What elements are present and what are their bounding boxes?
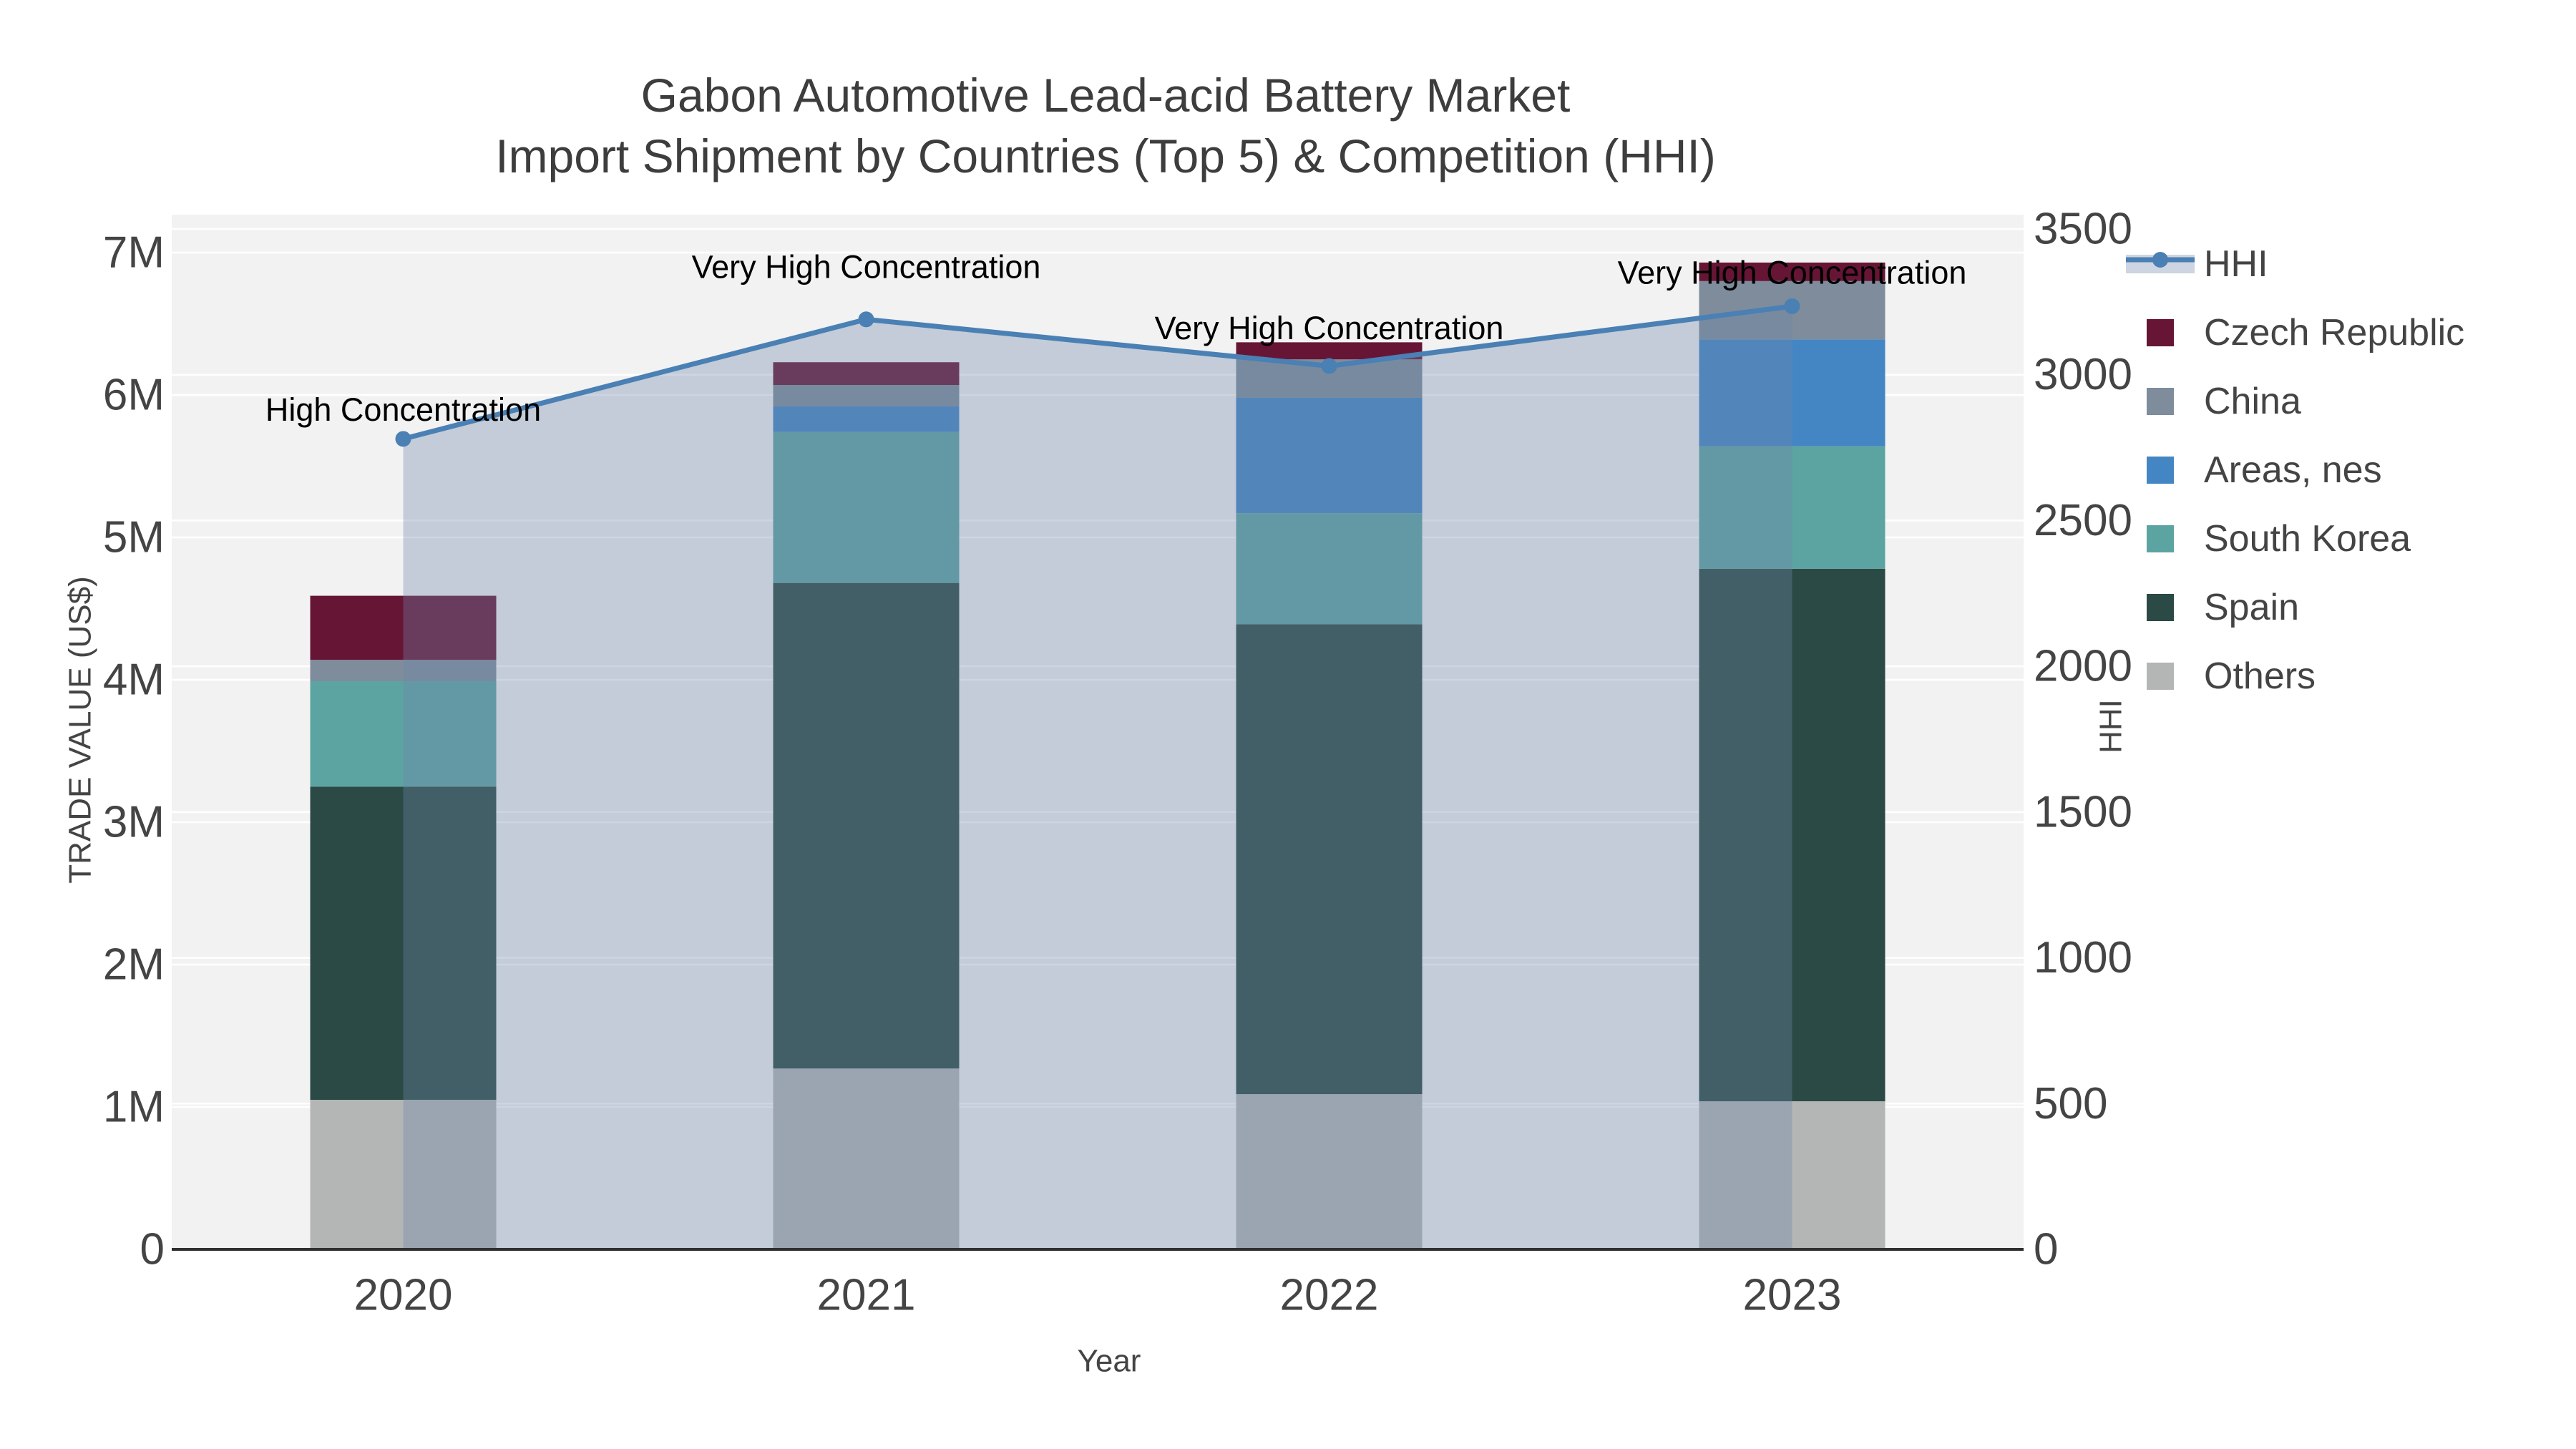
bar-segment-2023-others[interactable] — [1699, 1101, 1885, 1249]
y-right-axis-title: HHI — [2094, 699, 2129, 753]
bar-segment-2021-china[interactable] — [773, 385, 960, 406]
bar-segment-2023-czech-republic[interactable] — [1699, 262, 1885, 281]
legend-label: South Korea — [2204, 518, 2411, 560]
annotation-2022: Very High Concentration — [1155, 310, 1504, 346]
legend-item-spain[interactable]: Spain — [2147, 587, 2299, 628]
legend-swatch-icon — [2147, 663, 2174, 690]
hhi-area-fill — [403, 306, 1792, 1249]
hhi-marker-2021[interactable] — [858, 311, 874, 328]
y-left-tick-1M: 1M — [103, 1083, 165, 1132]
bar-segment-2023-south-korea[interactable] — [1699, 446, 1885, 569]
legend: HHI Czech Republic China Areas, nes South Ko… — [2126, 243, 2464, 697]
annotations: High Concentration Very High Concentratio… — [265, 248, 1967, 428]
bar-segment-2020-czech-republic[interactable] — [310, 595, 497, 660]
legend-label: China — [2204, 381, 2301, 422]
legend-swatch-icon — [2147, 388, 2174, 415]
bar-segment-2021-areas-nes[interactable] — [773, 406, 960, 432]
bar-segment-2021-others[interactable] — [773, 1068, 960, 1249]
y-right-tick-2000: 2000 — [2034, 642, 2132, 691]
y-left-tick-7M: 7M — [103, 228, 165, 278]
x-tick-2021: 2021 — [817, 1271, 916, 1320]
legend-item-hhi[interactable]: HHI — [2126, 243, 2268, 285]
legend-swatch-icon — [2147, 594, 2174, 621]
chart-title-line1: Gabon Automotive Lead-acid Battery Marke… — [641, 69, 1571, 122]
hhi-marker-2020[interactable] — [395, 431, 411, 447]
bar-segment-2022-areas-nes[interactable] — [1236, 397, 1423, 514]
stacked-bars — [310, 262, 1885, 1249]
y-left-axis-title: TRADE VALUE (US$) — [63, 576, 98, 884]
y-left-tick-0: 0 — [140, 1225, 165, 1274]
y-right-tick-3500: 3500 — [2034, 204, 2132, 253]
legend-item-china[interactable]: China — [2147, 381, 2301, 422]
hhi-marker-2022[interactable] — [1321, 358, 1337, 374]
bar-segment-2022-spain[interactable] — [1236, 624, 1423, 1095]
y-left-tick-6M: 6M — [103, 371, 165, 420]
legend-hhi-marker-icon — [2152, 252, 2168, 268]
legend-swatch-icon — [2147, 525, 2174, 552]
y-left-tick-2M: 2M — [103, 940, 165, 990]
legend-item-czech-republic[interactable]: Czech Republic — [2147, 312, 2464, 353]
legend-item-south-korea[interactable]: South Korea — [2147, 518, 2411, 560]
x-tick-2022: 2022 — [1280, 1271, 1379, 1320]
legend-item-areas-nes[interactable]: Areas, nes — [2147, 449, 2382, 491]
legend-label: HHI — [2204, 243, 2268, 285]
hhi-marker-2023[interactable] — [1784, 298, 1800, 314]
y-right-tick-3000: 3000 — [2034, 350, 2132, 399]
y-right-tick-2500: 2500 — [2034, 496, 2132, 545]
y-left-tick-4M: 4M — [103, 655, 165, 705]
bar-segment-2020-others[interactable] — [310, 1100, 497, 1249]
chart-title-line2: Import Shipment by Countries (Top 5) & C… — [495, 130, 1716, 182]
x-tick-2020: 2020 — [354, 1271, 453, 1320]
legend-label: Areas, nes — [2204, 449, 2382, 491]
bar-segment-2023-spain[interactable] — [1699, 568, 1885, 1102]
bar-segment-2022-others[interactable] — [1236, 1094, 1423, 1249]
annotation-2020: High Concentration — [265, 391, 541, 428]
axis-ticks: 0 1M 2M 3M 4M 5M 6M 7M 0 500 1000 1500 2000 2500 3000 3… — [103, 204, 2132, 1319]
legend-label: Others — [2204, 655, 2316, 697]
legend-label: Spain — [2204, 587, 2299, 628]
y-right-tick-500: 500 — [2034, 1079, 2107, 1128]
bar-segment-2021-czech-republic[interactable] — [773, 362, 960, 386]
bar-segment-2020-spain[interactable] — [310, 786, 497, 1101]
y-right-tick-1500: 1500 — [2034, 787, 2132, 836]
bar-segment-2021-south-korea[interactable] — [773, 431, 960, 583]
y-right-tick-1000: 1000 — [2034, 933, 2132, 982]
hhi-area-polygon — [403, 306, 1792, 1249]
legend-swatch-icon — [2147, 457, 2174, 484]
annotation-2023: Very High Concentration — [1618, 255, 1967, 291]
legend-item-others[interactable]: Others — [2147, 655, 2316, 697]
y-left-tick-3M: 3M — [103, 798, 165, 847]
hhi-line-path — [401, 303, 1795, 441]
legend-swatch-icon — [2147, 319, 2174, 346]
y-left-tick-5M: 5M — [103, 513, 165, 562]
bar-segment-2022-south-korea[interactable] — [1236, 513, 1423, 625]
bar-segment-2022-czech-republic[interactable] — [1236, 342, 1423, 360]
y-right-tick-0: 0 — [2034, 1225, 2058, 1274]
bar-segment-2020-china[interactable] — [310, 660, 497, 681]
x-axis-title: Year — [1078, 1344, 1141, 1379]
bar-segment-2021-spain[interactable] — [773, 582, 960, 1069]
legend-label: Czech Republic — [2204, 312, 2464, 353]
bar-segment-2020-south-korea[interactable] — [310, 680, 497, 787]
x-tick-2023: 2023 — [1743, 1271, 1842, 1320]
hhi-line — [395, 298, 1800, 447]
annotation-2021: Very High Concentration — [692, 248, 1041, 285]
bar-segment-2023-areas-nes[interactable] — [1699, 339, 1885, 447]
